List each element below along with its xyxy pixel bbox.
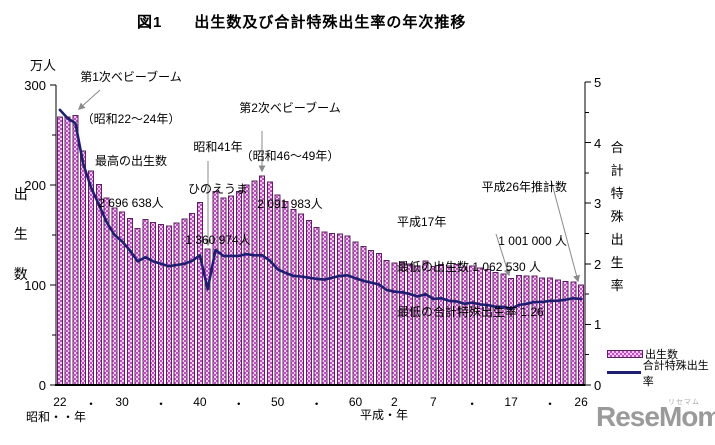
arrow-heisei-26: [550, 179, 580, 283]
annotation-hinoeuma: 昭和41年 ひのえうま 1 360 974人: [168, 112, 268, 275]
annotation-arrows: [77, 89, 580, 283]
legend-item-tfr: 合計特殊出生率: [607, 360, 715, 388]
annotation-line: 第2次ベビーブーム: [239, 101, 341, 115]
legend-label-births: 出生数: [645, 348, 678, 361]
bar-1959: [150, 221, 157, 386]
annotation-line: 1 001 000 人: [498, 234, 567, 248]
bar-1957: [134, 227, 141, 386]
bar-1960: [158, 223, 165, 386]
bar-1956: [126, 218, 133, 386]
bar-1985: [352, 241, 359, 386]
left-axis-title: 出生数: [13, 186, 28, 282]
annotation-line: 平成17年: [397, 215, 447, 229]
arrow-heisei-17: [495, 233, 511, 277]
legend-label-tfr: 合計特殊出生率: [642, 359, 709, 388]
annotation-line: （昭和46～49年）: [240, 149, 340, 163]
annotation-line: 最低の出生数 1 062 530 人: [397, 260, 542, 274]
annotation-line: 第1次ベビーブーム: [80, 70, 182, 84]
x-axis-era-label-showa: 昭和・・年: [26, 410, 87, 424]
annotation-heisei-17: 平成17年 最低の出生数 1 062 530 人 最低の合計特殊出生率 1.26: [397, 185, 607, 350]
bar-1988: [375, 253, 382, 386]
watermark-text: ReseMom.: [596, 401, 715, 432]
annotation-line: 平成26年推計数: [481, 180, 567, 194]
annotation-line: 最高の出生数: [94, 154, 167, 168]
bar-1958: [142, 219, 149, 386]
bar-1984: [344, 235, 351, 386]
annotation-heisei-26: 平成26年推計数 1 001 000 人: [417, 142, 567, 286]
annotation-baby-boom-1: 第1次ベビーブーム （昭和22～24年） 最高の出生数 2 696 638人: [64, 42, 198, 238]
annotation-line: （昭和22～24年）: [81, 112, 181, 126]
annotation-line: 昭和41年: [193, 140, 243, 154]
left-axis-unit-label: 万人: [30, 58, 57, 73]
bar-1947: [56, 116, 63, 386]
figure-title: 図1 出生数及び合計特殊出生率の年次推移: [137, 14, 467, 31]
arrow-baby-boom-1: [77, 89, 101, 110]
watermark-ruby: リセマム: [668, 399, 700, 406]
watermark-logo: リセマム ReseMom.: [596, 399, 715, 433]
legend-line-swatch: [607, 371, 641, 374]
annotation-line: 2 696 638人: [98, 196, 164, 210]
bar-1989: [383, 259, 390, 386]
bar-1979: [305, 220, 312, 386]
legend-item-births: 出生数: [607, 344, 715, 363]
annotation-line: 2 091 983人: [257, 197, 323, 211]
tfr-line: [58, 108, 583, 310]
bar-1982: [329, 233, 336, 386]
right-axis-title: 合計特殊出生率: [610, 140, 624, 293]
axes-group: [50, 81, 591, 386]
bar-1981: [321, 231, 328, 386]
bar-1980: [313, 226, 320, 386]
annotation-line: 1 360 974人: [185, 233, 251, 247]
bar-1987: [368, 249, 375, 386]
x-axis-era-label-heisei: 平成・年: [360, 408, 409, 422]
annotation-baby-boom-2: 第2次ベビーブーム （昭和46～49年） 2 091 983人: [235, 68, 345, 244]
annotation-line: ひのえうま: [187, 182, 248, 196]
legend: 出生数 合計特殊出生率: [607, 344, 715, 388]
bars-group: [56, 114, 585, 386]
legend-bar-swatch: [607, 349, 643, 358]
annotation-line: 最低の合計特殊出生率 1.26: [397, 305, 544, 319]
bar-1983: [336, 233, 343, 386]
bar-1986: [360, 246, 367, 386]
